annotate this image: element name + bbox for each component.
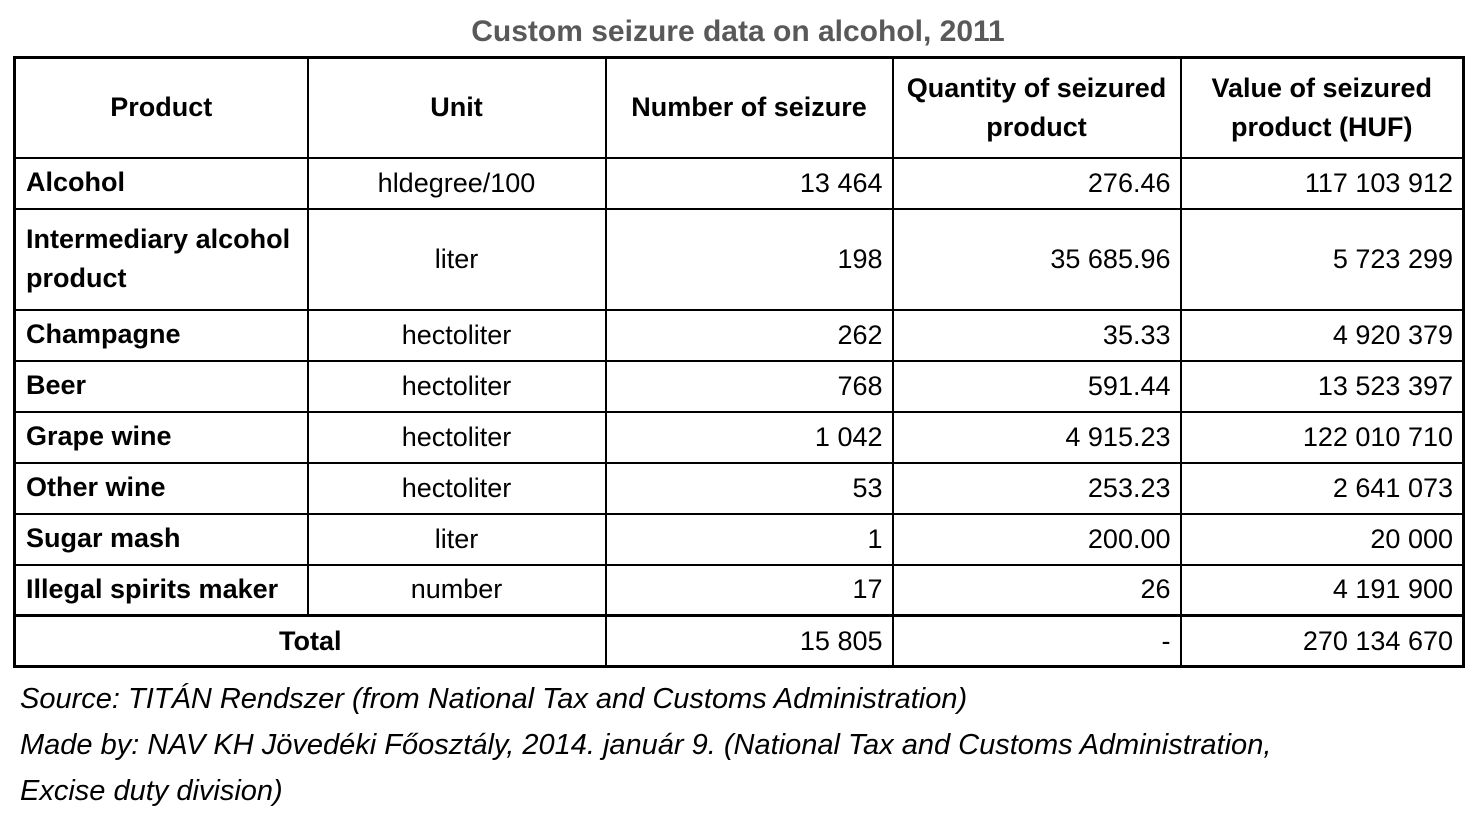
quantity-cell: 276.46 xyxy=(891,156,1182,210)
value-cell: 13 523 397 xyxy=(1179,359,1465,413)
unit-cell: number xyxy=(306,563,607,617)
made-by-note-line2: Excise duty division) xyxy=(20,775,283,807)
value-cell: 5 723 299 xyxy=(1179,207,1465,311)
product-cell: Grape wine xyxy=(13,410,309,464)
header-row: Product Unit Number of seizure Quantity … xyxy=(13,56,1465,159)
product-cell: Beer xyxy=(13,359,309,413)
seizures-cell: 17 xyxy=(604,563,894,617)
total-seizures-cell: 15 805 xyxy=(604,614,894,668)
value-cell: 20 000 xyxy=(1179,512,1465,566)
unit-cell: liter xyxy=(306,512,607,566)
unit-cell: hectoliter xyxy=(306,308,607,362)
col-header-product: Product xyxy=(13,56,309,159)
table-row-other-wine: Other wine hectoliter 53 253.23 2 641 07… xyxy=(13,461,1465,515)
value-cell: 117 103 912 xyxy=(1179,156,1465,210)
table-header: Product Unit Number of seizure Quantity … xyxy=(13,56,1465,159)
source-note: Source: TITÁN Rendszer (from National Ta… xyxy=(20,683,968,715)
col-header-unit: Unit xyxy=(306,56,607,159)
col-header-value: Value of seizured product (HUF) xyxy=(1179,56,1465,159)
quantity-cell: 26 xyxy=(891,563,1182,617)
col-header-number-of-seizure: Number of seizure xyxy=(604,56,894,159)
seizures-cell: 1 xyxy=(604,512,894,566)
value-cell: 122 010 710 xyxy=(1179,410,1465,464)
col-header-quantity: Quantity of seizured product xyxy=(891,56,1182,159)
seizures-cell: 262 xyxy=(604,308,894,362)
product-cell: Intermediary alcohol product xyxy=(13,207,309,311)
table-row-illegal-spirits-maker: Illegal spirits maker number 17 26 4 191… xyxy=(13,563,1465,617)
total-value-cell: 270 134 670 xyxy=(1179,614,1465,668)
product-cell: Alcohol xyxy=(13,156,309,210)
seizures-cell: 768 xyxy=(604,359,894,413)
total-label-cell: Total xyxy=(13,614,607,668)
quantity-cell: 35 685.96 xyxy=(891,207,1182,311)
table-row-intermediary: Intermediary alcohol product liter 198 3… xyxy=(13,207,1465,311)
quantity-cell: 4 915.23 xyxy=(891,410,1182,464)
quantity-cell: 200.00 xyxy=(891,512,1182,566)
total-row: Total 15 805 - 270 134 670 xyxy=(13,614,1465,668)
total-quantity-cell: - xyxy=(891,614,1182,668)
quantity-cell: 253.23 xyxy=(891,461,1182,515)
page-title: Custom seizure data on alcohol, 2011 xyxy=(471,15,1005,48)
unit-cell: hectoliter xyxy=(306,410,607,464)
table-row-sugar-mash: Sugar mash liter 1 200.00 20 000 xyxy=(13,512,1465,566)
unit-cell: hectoliter xyxy=(306,461,607,515)
table-row-grape-wine: Grape wine hectoliter 1 042 4 915.23 122… xyxy=(13,410,1465,464)
quantity-cell: 35.33 xyxy=(891,308,1182,362)
seizures-cell: 1 042 xyxy=(604,410,894,464)
unit-cell: hectoliter xyxy=(306,359,607,413)
value-cell: 2 641 073 xyxy=(1179,461,1465,515)
unit-cell: hldegree/100 xyxy=(306,156,607,210)
footer-notes: Source: TITÁN Rendszer (from National Ta… xyxy=(20,676,1476,814)
quantity-cell: 591.44 xyxy=(891,359,1182,413)
value-cell: 4 920 379 xyxy=(1179,308,1465,362)
table-row-champagne: Champagne hectoliter 262 35.33 4 920 379 xyxy=(13,308,1465,362)
seizures-cell: 13 464 xyxy=(604,156,894,210)
seizure-data-table: Product Unit Number of seizure Quantity … xyxy=(13,56,1465,668)
product-cell: Champagne xyxy=(13,308,309,362)
table-row-alcohol: Alcohol hldegree/100 13 464 276.46 117 1… xyxy=(13,156,1465,210)
unit-cell: liter xyxy=(306,207,607,311)
table-row-beer: Beer hectoliter 768 591.44 13 523 397 xyxy=(13,359,1465,413)
product-cell: Sugar mash xyxy=(13,512,309,566)
made-by-note-line1: Made by: NAV KH Jövedéki Főosztály, 2014… xyxy=(20,729,1272,761)
value-cell: 4 191 900 xyxy=(1179,563,1465,617)
product-cell: Other wine xyxy=(13,461,309,515)
seizures-cell: 53 xyxy=(604,461,894,515)
product-cell: Illegal spirits maker xyxy=(13,563,309,617)
table-body: Alcohol hldegree/100 13 464 276.46 117 1… xyxy=(13,156,1465,668)
seizures-cell: 198 xyxy=(604,207,894,311)
